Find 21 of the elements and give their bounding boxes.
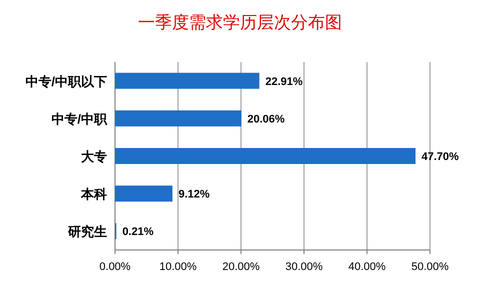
bar bbox=[115, 148, 416, 164]
x-tick-label: 0.00% bbox=[99, 261, 131, 273]
chart-title: 一季度需求学历层次分布图 bbox=[138, 13, 342, 32]
data-label: 47.70% bbox=[422, 151, 460, 163]
x-tick-label: 30.00% bbox=[285, 261, 323, 273]
data-label: 9.12% bbox=[178, 188, 210, 201]
y-tick-label: 大专 bbox=[81, 149, 107, 164]
x-tick-label: 50.00% bbox=[411, 261, 449, 273]
x-tick-label: 20.00% bbox=[222, 261, 260, 273]
x-tick-label: 40.00% bbox=[348, 261, 386, 273]
bar bbox=[115, 72, 260, 89]
bar bbox=[115, 186, 172, 202]
y-tick-label: 中专/中职 bbox=[51, 111, 108, 126]
data-label: 0.21% bbox=[122, 226, 154, 238]
y-tick-label: 中专/中职以下 bbox=[25, 74, 107, 89]
x-tick-label: 10.00% bbox=[159, 261, 197, 273]
data-label: 20.06% bbox=[247, 113, 285, 126]
bar bbox=[115, 110, 242, 126]
y-tick-label: 研究生 bbox=[67, 224, 107, 240]
y-tick-label: 本科 bbox=[80, 186, 107, 202]
data-label: 22.91% bbox=[265, 76, 303, 88]
